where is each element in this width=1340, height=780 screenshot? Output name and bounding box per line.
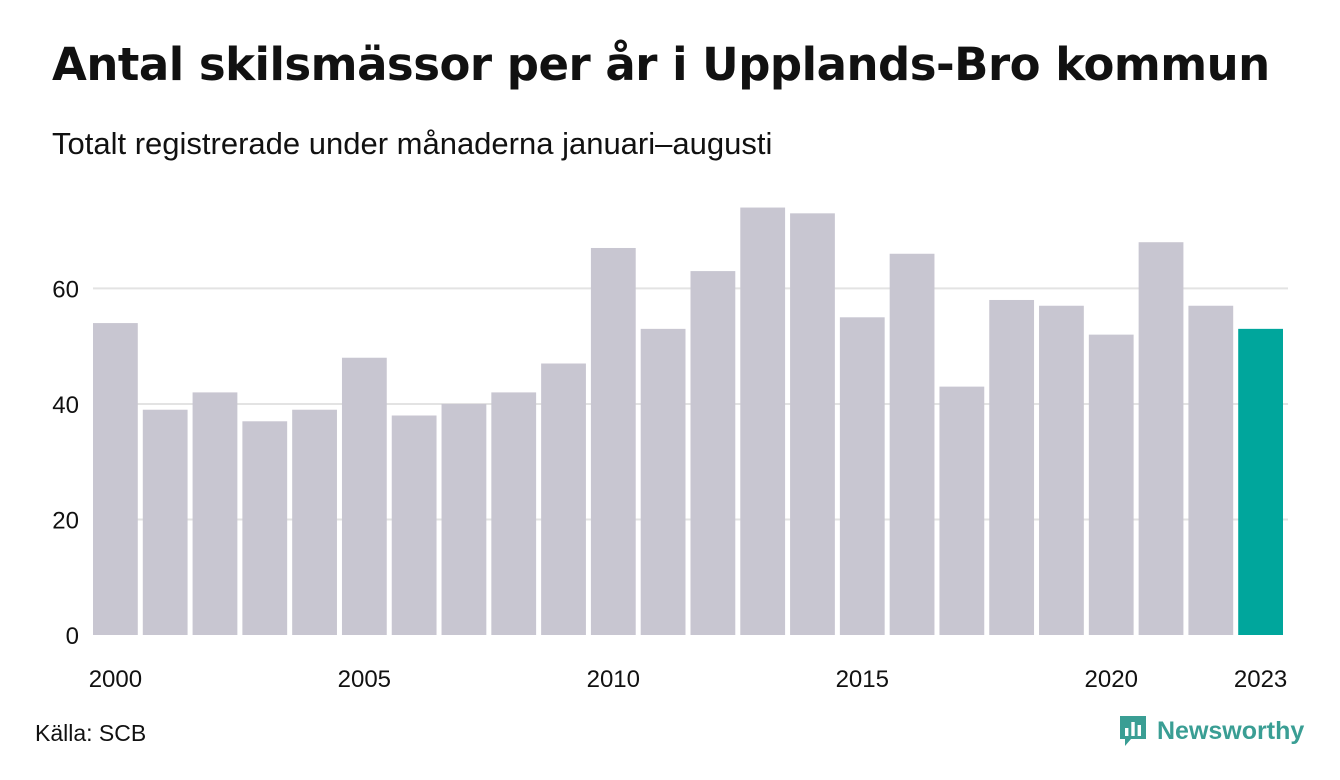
bar-2014	[790, 213, 835, 635]
chart-title: Antal skilsmässor per år i Upplands-Bro …	[52, 38, 1270, 91]
bar-2011	[640, 328, 686, 635]
bar-2009	[541, 363, 586, 635]
y-tick-label-40: 40	[52, 392, 79, 419]
bar-2010	[590, 247, 636, 636]
bar-2007	[441, 403, 487, 635]
x-tick-label-2015: 2015	[836, 666, 889, 693]
bars	[93, 207, 1283, 636]
x-tick-label-2023: 2023	[1234, 666, 1287, 693]
bar-2005	[341, 357, 387, 635]
x-tick-label-2010: 2010	[587, 666, 640, 693]
bar-chart: 0 20 40 60 2000 2005 2010 2015 2020 2023	[52, 207, 1288, 693]
bar-2016	[889, 253, 935, 635]
bar-2003	[242, 421, 288, 635]
bar-2020	[1088, 334, 1134, 635]
bar-2021	[1138, 242, 1184, 635]
y-tick-label-0: 0	[66, 623, 79, 650]
bar-2018	[989, 299, 1035, 635]
x-tick-label-2000: 2000	[89, 666, 142, 693]
x-tick-label-2005: 2005	[338, 666, 391, 693]
bar-2023	[1238, 328, 1283, 635]
bar-2022	[1188, 305, 1234, 635]
y-tick-label-60: 60	[52, 276, 79, 303]
x-tick-label-2020: 2020	[1085, 666, 1138, 693]
bar-2012	[690, 271, 736, 635]
y-axis-ticks: 0 20 40 60	[52, 276, 79, 650]
bar-2015	[839, 317, 885, 635]
y-tick-label-20: 20	[52, 507, 79, 534]
bar-2002	[192, 392, 238, 635]
bar-2004	[292, 409, 337, 635]
bar-2001	[142, 409, 188, 635]
newsworthy-logo: Newsworthy	[1118, 714, 1304, 748]
bar-2006	[391, 415, 437, 635]
bar-2000	[93, 323, 138, 635]
brand-name: Newsworthy	[1157, 716, 1305, 745]
bar-2019	[1039, 305, 1084, 635]
bar-2017	[939, 386, 985, 635]
newsworthy-icon	[1120, 716, 1146, 746]
source-note: Källa: SCB	[35, 720, 147, 746]
bar-2013	[740, 207, 786, 636]
x-axis-ticks: 2000 2005 2010 2015 2020 2023	[89, 666, 1288, 693]
chart-subtitle: Totalt registrerade under månaderna janu…	[52, 126, 773, 161]
bar-2008	[491, 392, 537, 635]
